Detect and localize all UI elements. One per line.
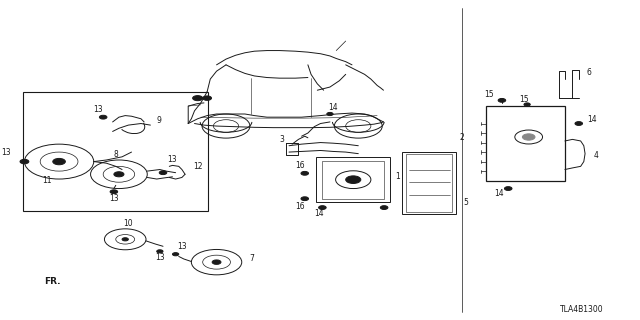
Circle shape [110,190,118,194]
Circle shape [327,112,333,116]
Circle shape [522,134,535,140]
Circle shape [99,115,107,119]
Circle shape [52,158,65,165]
Text: FR.: FR. [45,277,61,286]
Text: 11: 11 [42,176,51,185]
Text: 13: 13 [109,194,118,203]
Text: 10: 10 [124,219,133,228]
Text: 12: 12 [193,162,203,171]
Circle shape [114,172,124,177]
Circle shape [319,206,326,210]
Text: 7: 7 [250,254,254,263]
Text: 8: 8 [113,150,118,159]
Circle shape [157,250,163,253]
Text: 13: 13 [168,155,177,164]
Text: 3: 3 [279,135,284,144]
Circle shape [346,176,361,183]
Circle shape [172,252,179,256]
Text: 2: 2 [460,132,464,141]
Circle shape [159,171,167,175]
Text: 13: 13 [93,105,103,114]
Bar [406,154,452,212]
Circle shape [524,103,531,106]
Circle shape [122,238,129,241]
Text: 1: 1 [396,172,400,181]
Circle shape [212,260,221,264]
Bar [316,157,390,202]
Circle shape [193,96,203,101]
Circle shape [301,172,308,175]
Text: 15: 15 [519,95,529,104]
Circle shape [504,187,512,190]
Circle shape [301,197,308,201]
Text: 13: 13 [155,253,164,262]
Text: 14: 14 [314,209,324,219]
Circle shape [498,99,506,102]
Bar [403,152,456,214]
Circle shape [203,96,211,100]
Text: 6: 6 [587,68,592,77]
Bar [323,161,384,199]
Text: 15: 15 [484,90,494,99]
Text: 14: 14 [587,115,596,124]
Circle shape [575,122,582,125]
Text: 13: 13 [177,242,187,251]
Circle shape [380,206,388,210]
Text: 14: 14 [328,103,338,112]
Text: 4: 4 [593,151,598,160]
Text: 16: 16 [296,161,305,170]
Bar [22,92,209,211]
Text: TLA4B1300: TLA4B1300 [560,305,604,314]
Text: 13: 13 [1,148,10,156]
Bar [486,106,565,180]
Text: 5: 5 [463,198,468,207]
Text: 16: 16 [296,202,305,211]
Text: 9: 9 [157,116,161,125]
Text: 14: 14 [494,189,504,198]
Circle shape [20,159,29,164]
